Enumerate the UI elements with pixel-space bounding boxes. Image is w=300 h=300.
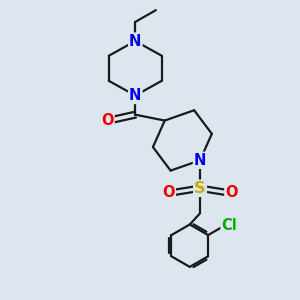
Text: S: S bbox=[194, 181, 206, 196]
Text: N: N bbox=[129, 34, 142, 49]
Text: O: O bbox=[225, 185, 238, 200]
Text: O: O bbox=[162, 185, 175, 200]
Text: N: N bbox=[194, 153, 206, 168]
Text: N: N bbox=[129, 88, 142, 103]
Text: Cl: Cl bbox=[222, 218, 237, 233]
Text: O: O bbox=[101, 113, 114, 128]
